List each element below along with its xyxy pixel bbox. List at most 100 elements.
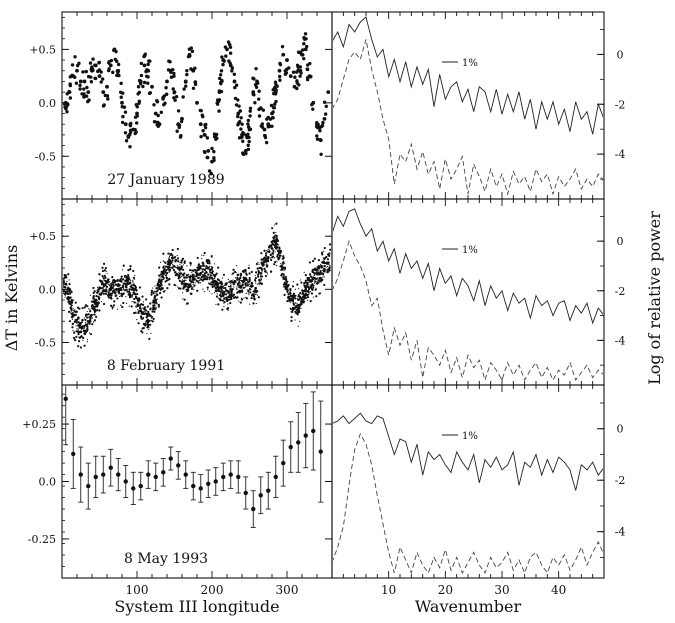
data-point bbox=[246, 279, 248, 282]
data-point bbox=[247, 266, 250, 270]
data-point bbox=[184, 80, 188, 84]
data-point bbox=[153, 111, 158, 116]
y-tick-label: -4 bbox=[615, 334, 626, 347]
data-point bbox=[198, 486, 203, 491]
data-point bbox=[308, 261, 312, 264]
data-point bbox=[103, 291, 105, 293]
data-point bbox=[139, 61, 144, 66]
data-point bbox=[263, 249, 266, 252]
data-point bbox=[254, 274, 256, 277]
data-point bbox=[236, 98, 240, 102]
data-point bbox=[261, 270, 263, 272]
data-point bbox=[283, 293, 286, 296]
data-point bbox=[249, 292, 252, 294]
data-point bbox=[73, 55, 77, 59]
data-point bbox=[273, 224, 275, 226]
data-point bbox=[156, 287, 158, 290]
data-point bbox=[301, 53, 305, 57]
data-point bbox=[328, 269, 331, 272]
data-point bbox=[121, 114, 125, 119]
data-point bbox=[77, 340, 81, 343]
y-tick-label: -0.25 bbox=[28, 533, 56, 546]
data-point bbox=[137, 309, 139, 311]
data-point bbox=[252, 77, 256, 81]
data-point bbox=[202, 149, 207, 154]
data-point bbox=[242, 286, 245, 290]
data-point bbox=[311, 428, 316, 434]
data-point bbox=[205, 261, 208, 263]
data-point bbox=[120, 294, 123, 297]
data-point bbox=[236, 289, 238, 291]
data-point bbox=[104, 293, 107, 295]
data-point bbox=[226, 40, 231, 44]
data-point bbox=[239, 282, 241, 284]
data-point bbox=[302, 42, 306, 46]
data-point bbox=[176, 109, 181, 113]
data-point bbox=[135, 290, 137, 292]
data-point bbox=[280, 274, 283, 277]
data-point bbox=[113, 281, 116, 283]
panel-top-left: +0.5 0.0 -0.5 27 January 1989 bbox=[29, 11, 333, 200]
data-point bbox=[68, 75, 73, 79]
data-point bbox=[298, 68, 303, 73]
data-point bbox=[209, 279, 211, 281]
data-point bbox=[162, 274, 164, 276]
data-point bbox=[208, 278, 210, 280]
data-point bbox=[94, 302, 96, 304]
data-point bbox=[130, 284, 133, 286]
data-point bbox=[319, 269, 322, 273]
data-point bbox=[139, 315, 143, 318]
data-point bbox=[248, 264, 250, 266]
data-point bbox=[191, 269, 194, 272]
data-point bbox=[160, 280, 163, 283]
data-point bbox=[291, 296, 293, 298]
data-point bbox=[200, 277, 202, 279]
data-point bbox=[93, 310, 95, 312]
data-point bbox=[114, 291, 117, 294]
data-point bbox=[293, 292, 296, 295]
data-point bbox=[88, 308, 90, 310]
data-point bbox=[65, 110, 69, 114]
data-point bbox=[171, 87, 175, 91]
data-point bbox=[90, 67, 95, 71]
data-point bbox=[125, 296, 127, 298]
data-point bbox=[153, 294, 157, 298]
data-point bbox=[125, 283, 128, 286]
data-point bbox=[133, 297, 136, 301]
data-point bbox=[208, 261, 211, 264]
data-point bbox=[132, 279, 134, 281]
data-point bbox=[148, 91, 153, 95]
data-point bbox=[304, 290, 307, 293]
data-point bbox=[236, 287, 238, 289]
data-point bbox=[282, 277, 285, 280]
data-point bbox=[215, 98, 220, 102]
data-point bbox=[130, 280, 132, 282]
data-point bbox=[207, 289, 209, 291]
data-point bbox=[140, 303, 142, 305]
data-point bbox=[141, 295, 144, 298]
data-point bbox=[106, 97, 110, 101]
data-point bbox=[253, 279, 257, 282]
data-point bbox=[223, 305, 225, 308]
data-point bbox=[283, 281, 286, 283]
data-point bbox=[197, 266, 199, 268]
data-point bbox=[126, 134, 130, 138]
data-point bbox=[304, 279, 307, 282]
data-point bbox=[72, 330, 74, 332]
data-point bbox=[191, 86, 196, 90]
data-point bbox=[178, 268, 181, 271]
data-point bbox=[70, 311, 72, 313]
data-point bbox=[101, 104, 106, 108]
data-point bbox=[63, 102, 66, 106]
data-point bbox=[203, 133, 207, 137]
data-point bbox=[230, 282, 232, 284]
data-point bbox=[144, 324, 147, 327]
data-point bbox=[68, 300, 71, 303]
data-point bbox=[317, 277, 319, 279]
data-point bbox=[308, 280, 311, 282]
data-point bbox=[79, 346, 83, 349]
data-point bbox=[243, 279, 246, 282]
data-point bbox=[205, 259, 208, 261]
data-point bbox=[205, 270, 208, 274]
data-point bbox=[277, 251, 279, 253]
